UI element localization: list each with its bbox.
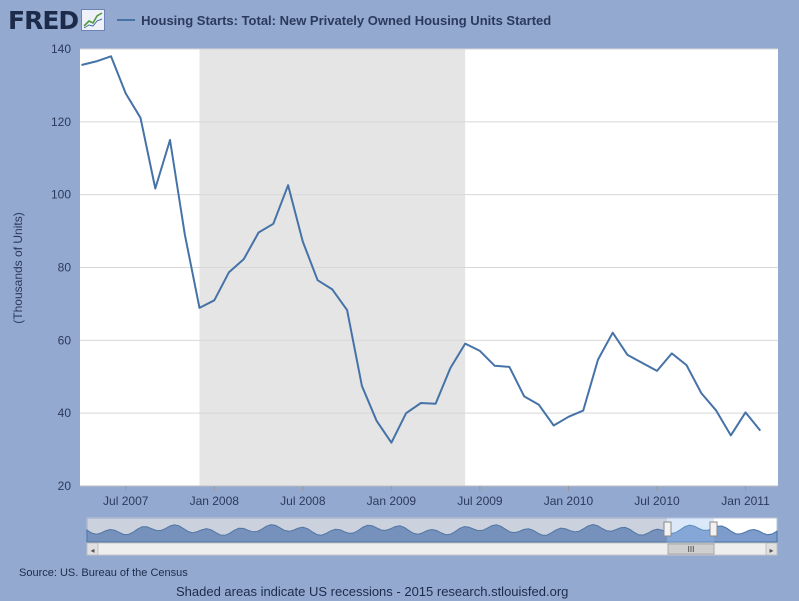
y-tick-label: 20 [58, 479, 72, 493]
x-tick-label: Jan 2008 [190, 494, 240, 508]
y-tick-label: 120 [51, 115, 71, 129]
fred-logo: FRED [8, 5, 79, 35]
chart-title: Housing Starts: Total: New Privately Own… [141, 12, 552, 28]
scroll-left-arrow-icon: ◂ [90, 546, 94, 555]
y-axis: 20 40 60 80 100 120 140 [51, 42, 71, 493]
x-axis: Jul 2007 Jan 2008 Jul 2008 Jan 2009 Jul 2009… [103, 486, 770, 508]
scrollbar-right-button[interactable] [765, 542, 778, 556]
series-line [81, 55, 762, 444]
y-axis-label: (Thousands of Units) [11, 212, 25, 323]
navigator[interactable]: ◂ ▸ III [86, 517, 778, 556]
y-tick-label: 80 [58, 261, 72, 275]
scrollbar-left-button[interactable] [86, 542, 99, 556]
scroll-right-arrow-icon: ▸ [769, 546, 773, 555]
x-tick-label: Jan 2011 [721, 494, 770, 508]
x-tick-label: Jul 2010 [634, 494, 680, 508]
navigator-mask-left [87, 518, 667, 543]
gridlines [80, 48, 778, 414]
navigator-selected-range[interactable] [667, 518, 714, 543]
source-note: Source: US. Bureau of the Census [19, 567, 188, 579]
navigator-handle-right[interactable] [709, 521, 718, 537]
chart-line-icon [81, 9, 106, 31]
y-tick-label: 60 [58, 333, 72, 347]
legend-series-swatch [117, 19, 136, 21]
chart-header: FRED Housing Starts: Total: New Privatel… [8, 5, 552, 35]
x-tick-label: Jul 2007 [103, 494, 149, 508]
x-tick-label: Jul 2009 [457, 494, 503, 508]
y-tick-label: 140 [51, 42, 71, 56]
navigator-handle-left[interactable] [663, 521, 672, 537]
scrollbar-thumb[interactable] [667, 543, 715, 555]
y-tick-label: 40 [58, 406, 72, 420]
y-tick-label: 100 [51, 188, 71, 202]
scrollbar-thumb-grip: III [688, 545, 695, 554]
x-tick-label: Jan 2010 [544, 494, 594, 508]
x-tick-label: Jul 2008 [280, 494, 326, 508]
x-tick-label: Jan 2009 [367, 494, 417, 508]
recession-note: Shaded areas indicate US recessions - 20… [176, 584, 569, 599]
